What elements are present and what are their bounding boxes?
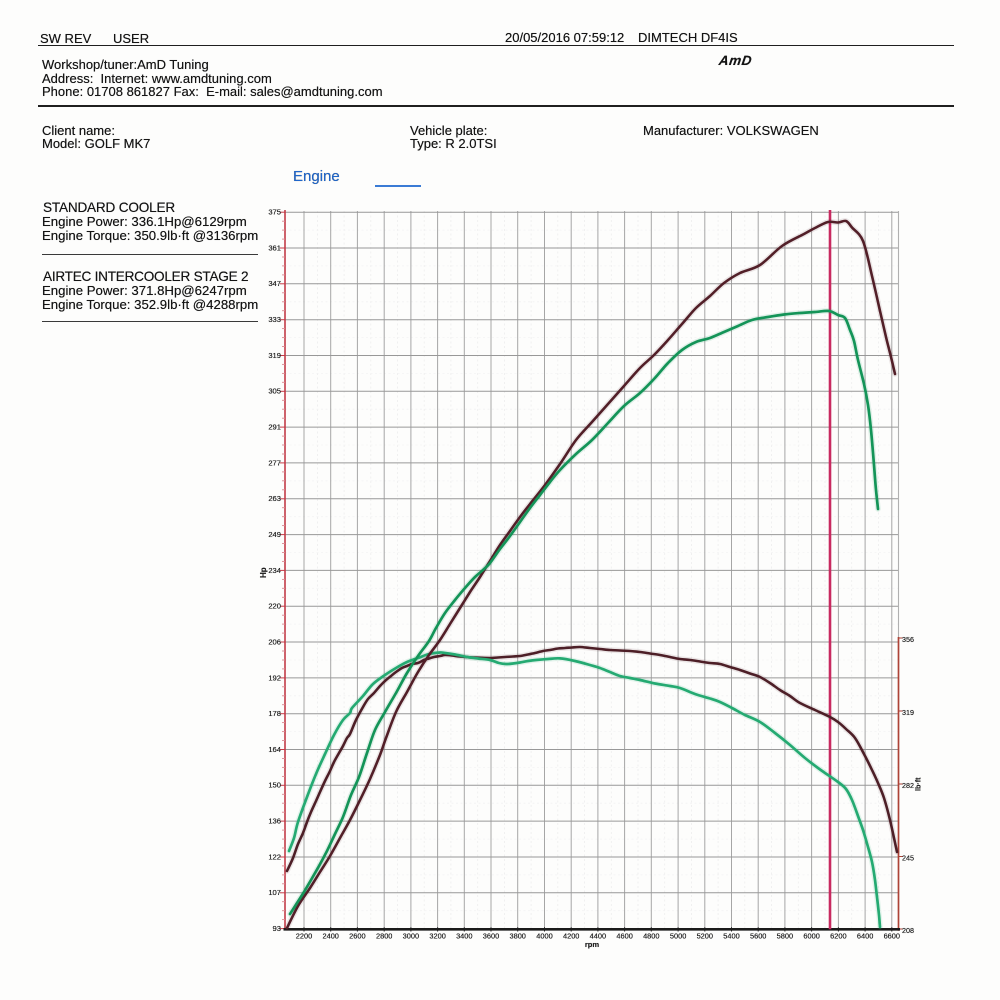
- svg-text:4000: 4000: [536, 932, 552, 941]
- svg-text:277: 277: [268, 458, 281, 467]
- svg-text:347: 347: [268, 279, 281, 288]
- svg-text:5800: 5800: [777, 932, 793, 941]
- svg-text:93: 93: [273, 924, 281, 933]
- svg-text:333: 333: [268, 315, 281, 324]
- svg-text:6600: 6600: [884, 932, 900, 941]
- svg-text:6200: 6200: [830, 932, 846, 941]
- svg-text:319: 319: [902, 708, 914, 717]
- svg-text:3400: 3400: [456, 932, 472, 941]
- svg-text:291: 291: [268, 423, 281, 432]
- svg-text:220: 220: [268, 602, 281, 611]
- svg-text:192: 192: [268, 673, 281, 682]
- svg-text:5000: 5000: [670, 932, 686, 941]
- svg-text:2800: 2800: [376, 932, 392, 941]
- svg-text:150: 150: [268, 781, 281, 790]
- svg-text:5600: 5600: [750, 932, 766, 941]
- svg-text:356: 356: [902, 635, 914, 644]
- svg-text:2400: 2400: [322, 932, 338, 941]
- svg-text:5400: 5400: [723, 932, 739, 941]
- svg-text:305: 305: [268, 387, 281, 396]
- svg-text:319: 319: [268, 351, 281, 360]
- svg-text:3200: 3200: [429, 932, 445, 941]
- svg-text:2600: 2600: [349, 932, 365, 941]
- svg-text:6000: 6000: [803, 932, 819, 941]
- svg-text:6400: 6400: [857, 932, 873, 941]
- svg-text:206: 206: [268, 637, 281, 646]
- svg-text:178: 178: [268, 709, 281, 718]
- svg-text:164: 164: [268, 745, 281, 754]
- svg-text:245: 245: [902, 854, 914, 863]
- svg-text:3800: 3800: [509, 932, 525, 941]
- svg-text:122: 122: [268, 852, 281, 861]
- svg-text:3600: 3600: [483, 932, 499, 941]
- svg-text:263: 263: [268, 494, 281, 503]
- svg-text:4600: 4600: [616, 932, 632, 941]
- svg-text:2200: 2200: [296, 932, 312, 941]
- svg-text:234: 234: [268, 566, 281, 575]
- svg-text:136: 136: [268, 817, 281, 826]
- svg-text:4800: 4800: [643, 932, 659, 941]
- svg-text:5200: 5200: [697, 932, 713, 941]
- svg-text:4200: 4200: [563, 932, 579, 941]
- svg-text:208: 208: [902, 926, 914, 935]
- svg-text:375: 375: [268, 208, 281, 217]
- svg-text:3000: 3000: [403, 932, 419, 941]
- svg-text:361: 361: [268, 243, 281, 252]
- svg-text:4400: 4400: [590, 932, 606, 941]
- svg-text:Hp: Hp: [259, 567, 268, 578]
- svg-text:107: 107: [268, 888, 281, 897]
- svg-text:249: 249: [268, 530, 281, 539]
- svg-text:lb·ft: lb·ft: [914, 777, 923, 791]
- svg-text:rpm: rpm: [585, 940, 600, 949]
- svg-text:282: 282: [902, 781, 914, 790]
